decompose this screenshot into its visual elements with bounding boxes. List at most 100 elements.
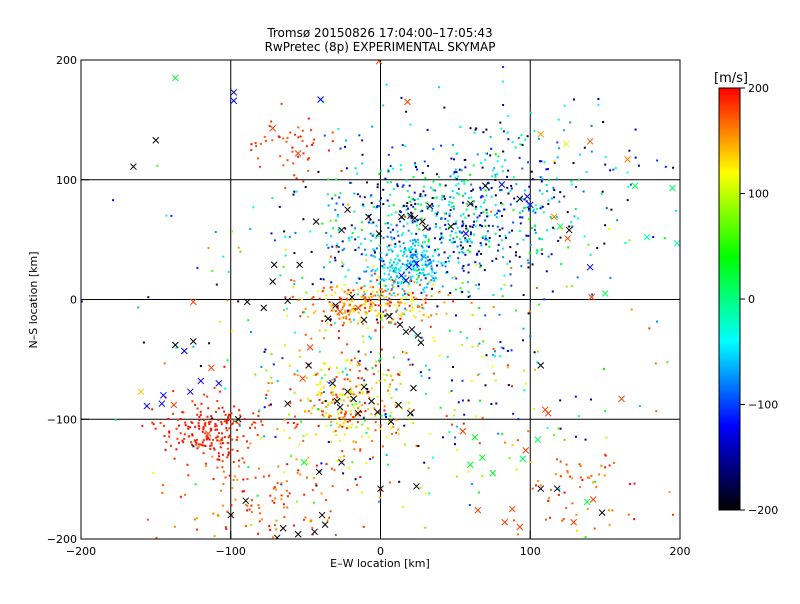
data-dot [345,167,348,170]
data-dot [442,236,445,239]
data-dot [322,386,325,389]
data-dot [284,187,287,190]
data-dot [403,424,406,427]
data-dot [213,535,216,538]
data-point-x [516,523,524,531]
data-dot [206,435,209,438]
data-dot [421,172,424,174]
data-dot [510,284,513,287]
data-dot [335,178,338,181]
data-dot [392,204,395,207]
data-dot [450,157,453,160]
data-dot [481,225,483,228]
data-dot [305,145,308,148]
data-dot [400,281,403,283]
data-dot [530,170,533,173]
data-dot [370,270,373,273]
data-dot [389,243,392,246]
data-dot [293,331,296,334]
data-dot [356,361,359,364]
data-dot [464,253,467,256]
data-dot [409,256,412,258]
data-dot [389,258,392,261]
data-dot [397,285,400,288]
data-dot [234,498,237,501]
data-dot [469,240,472,243]
data-dot [452,207,455,210]
data-dot [375,247,378,250]
data-dot [315,483,318,486]
data-dot [543,298,546,301]
data-dot [373,205,375,208]
data-dot [508,260,511,263]
data-dot [208,421,210,424]
data-point-x [419,218,426,226]
data-dot [275,488,278,491]
data-dot [560,227,563,230]
data-dot [209,444,212,447]
data-dot [380,197,382,200]
data-dot [222,483,225,485]
data-dot [297,136,300,139]
data-dot [218,432,220,435]
data-dot [163,362,166,365]
data-dot [182,441,185,444]
data-dot [519,216,522,219]
data-dot [404,307,407,310]
data-dot [311,143,314,146]
data-dot [202,428,205,431]
data-dot [624,242,627,245]
data-dot [369,458,372,460]
data-dot [304,516,307,519]
data-dot [425,294,428,297]
data-dot [541,252,544,255]
data-point-x [550,213,558,221]
data-dot [467,214,470,217]
data-dot [260,366,263,368]
data-dot [449,175,452,178]
data-dot [461,379,464,382]
data-point-x [171,341,179,349]
data-dot [399,168,402,171]
data-dot [441,264,444,267]
data-dot [527,266,530,269]
data-dot [259,142,262,145]
data-dot [383,405,386,408]
data-dot [563,195,566,198]
data-dot [470,231,472,234]
data-dot [511,229,513,232]
data-dot [402,204,405,207]
data-dot [210,444,213,447]
data-dot [360,221,363,224]
data-dot [321,222,324,225]
data-dot [495,257,498,260]
data-dot [340,261,343,264]
data-dot [485,128,488,131]
data-dot [335,246,338,249]
data-dot [421,251,424,254]
data-dot [381,445,384,448]
data-dot [187,474,190,477]
data-dot [593,527,596,530]
data-dot [428,377,431,380]
data-dot [391,250,394,253]
data-dot [556,141,559,144]
data-dot [402,506,405,509]
data-dot [299,355,302,358]
data-dot [356,288,359,291]
data-dot [494,179,497,181]
data-dot [487,224,490,227]
data-dot [608,509,610,512]
data-dot [327,403,330,406]
data-dot [370,274,373,277]
data-dot [307,157,310,160]
data-dot [282,265,285,268]
data-dot [432,259,435,262]
data-dot [586,507,589,510]
data-dot [414,162,417,165]
data-dot [319,381,322,384]
data-dot [556,156,559,159]
data-dot [510,349,513,352]
data-dot [464,239,467,242]
data-dot [386,222,389,225]
